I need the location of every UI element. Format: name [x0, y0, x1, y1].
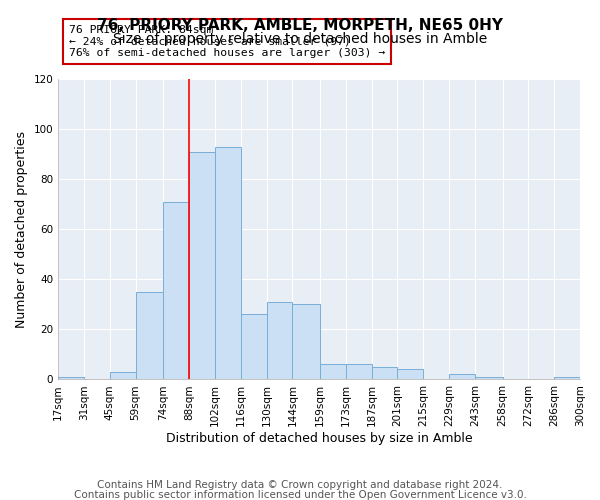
Bar: [136, 292, 163, 380]
Bar: [215, 146, 241, 380]
Bar: [449, 374, 475, 380]
Bar: [554, 377, 580, 380]
Bar: [475, 377, 503, 380]
Text: Contains HM Land Registry data © Crown copyright and database right 2024.: Contains HM Land Registry data © Crown c…: [97, 480, 503, 490]
X-axis label: Distribution of detached houses by size in Amble: Distribution of detached houses by size …: [166, 432, 472, 445]
Bar: [371, 367, 397, 380]
Bar: [346, 364, 371, 380]
Bar: [320, 364, 346, 380]
Bar: [58, 377, 84, 380]
Bar: [163, 202, 189, 380]
Bar: [241, 314, 266, 380]
Text: 76 PRIORY PARK: 84sqm
← 24% of detached houses are smaller (97)
76% of semi-deta: 76 PRIORY PARK: 84sqm ← 24% of detached …: [68, 25, 385, 58]
Text: 76, PRIORY PARK, AMBLE, MORPETH, NE65 0HY: 76, PRIORY PARK, AMBLE, MORPETH, NE65 0H…: [97, 18, 503, 32]
Bar: [110, 372, 136, 380]
Bar: [189, 152, 215, 380]
Text: Contains public sector information licensed under the Open Government Licence v3: Contains public sector information licen…: [74, 490, 526, 500]
Bar: [397, 370, 423, 380]
Bar: [292, 304, 320, 380]
Text: Size of property relative to detached houses in Amble: Size of property relative to detached ho…: [113, 32, 487, 46]
Y-axis label: Number of detached properties: Number of detached properties: [15, 130, 28, 328]
Bar: [266, 302, 292, 380]
